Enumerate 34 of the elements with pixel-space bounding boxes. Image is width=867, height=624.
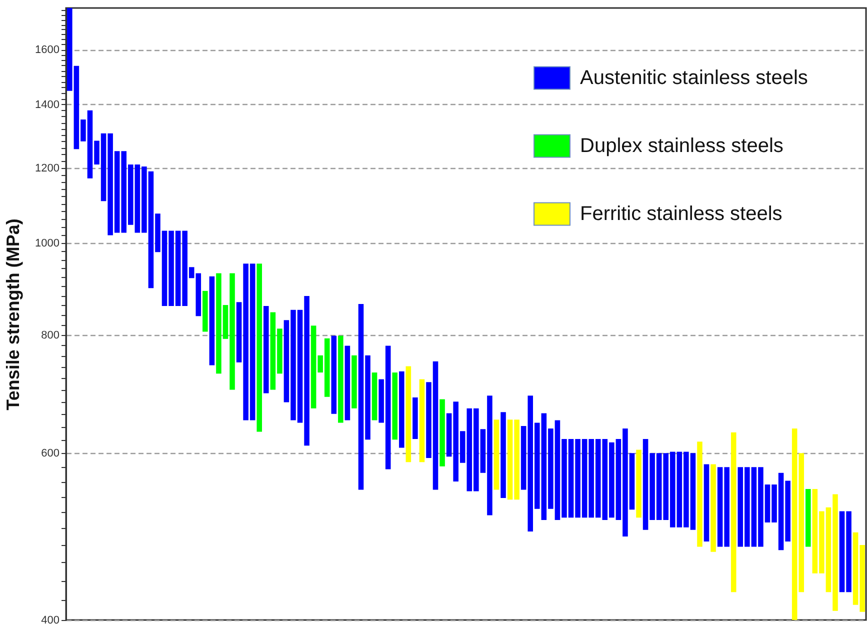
bar <box>730 432 736 592</box>
y-tick-label: 400 <box>41 614 60 624</box>
bar <box>419 379 425 462</box>
bar <box>806 488 811 547</box>
bar <box>500 412 506 498</box>
legend-label: Ferritic stainless steels <box>580 203 782 225</box>
bar <box>412 397 418 439</box>
bar <box>710 464 716 552</box>
bar <box>406 366 412 462</box>
y-axis-title: Tensile strength (MPa) <box>3 218 24 410</box>
bar <box>331 336 337 414</box>
bar <box>338 336 344 423</box>
y-tick-label: 1200 <box>35 162 60 174</box>
bar <box>697 442 702 547</box>
bar <box>256 264 262 432</box>
bar <box>636 450 642 518</box>
y-tick-label: 1000 <box>35 237 60 250</box>
bar <box>494 420 500 490</box>
y-tick-label: 1600 <box>35 44 60 56</box>
bar <box>344 346 350 420</box>
legend-label: Austenitic stainless steels <box>580 67 808 89</box>
bar <box>398 371 404 448</box>
y-tick-label: 600 <box>41 448 60 460</box>
bar <box>440 399 445 466</box>
bar <box>372 372 378 420</box>
bar <box>202 290 208 332</box>
bar <box>704 464 710 542</box>
legend-label: Duplex stainless steels <box>580 135 784 157</box>
bar <box>209 276 215 366</box>
y-tick-label: 800 <box>41 329 60 342</box>
bar <box>263 306 269 394</box>
bar <box>392 372 398 440</box>
bar <box>352 355 357 408</box>
y-tick-label: 1400 <box>35 99 60 111</box>
